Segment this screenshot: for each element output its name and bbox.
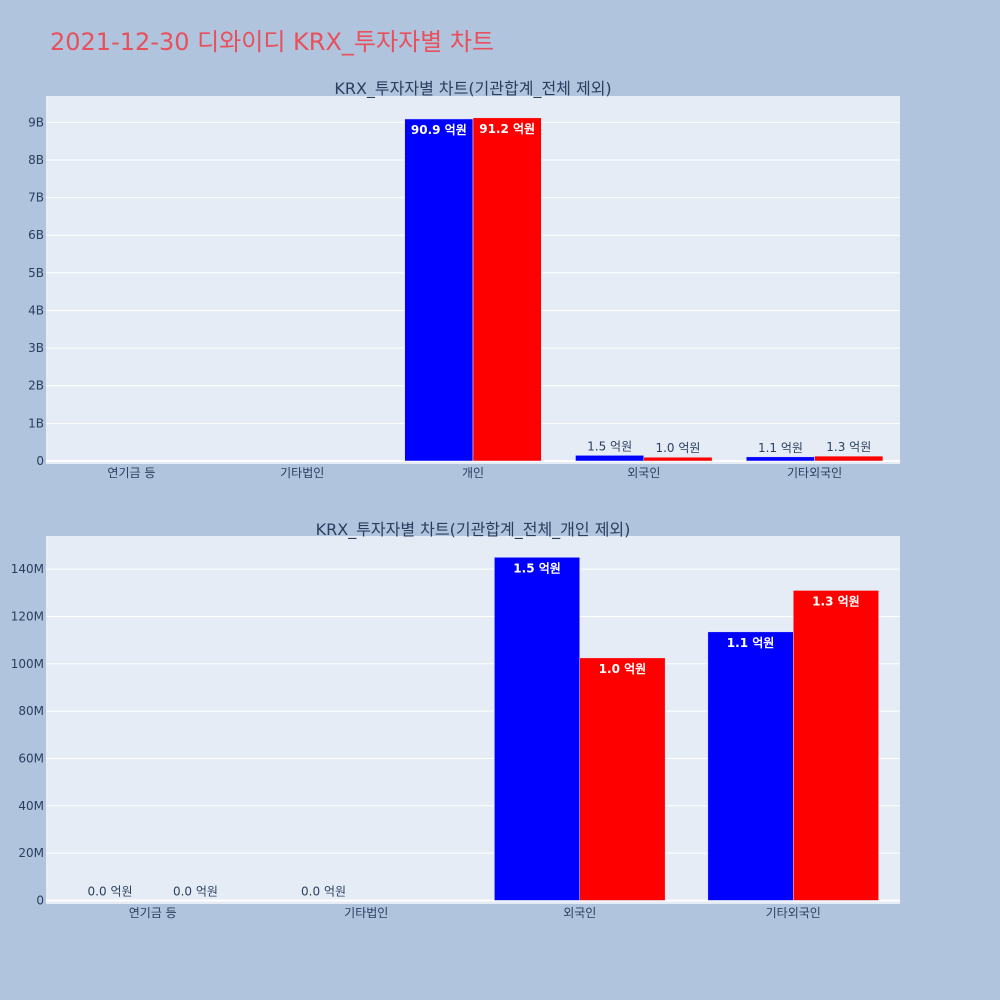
data-label: 0.0 억원 xyxy=(88,884,133,898)
x-tick-label: 기타외국인 xyxy=(766,906,821,920)
data-label: 1.0 억원 xyxy=(599,662,647,676)
x-tick-label: 개인 xyxy=(462,466,484,480)
bar xyxy=(404,118,474,462)
x-tick-label: 연기금 등 xyxy=(107,466,155,480)
bar xyxy=(707,631,794,901)
x-tick-label: 기타법인 xyxy=(344,906,388,920)
data-label: 1.0 억원 xyxy=(655,441,700,455)
bar xyxy=(472,117,542,462)
y-tick-label: 3B xyxy=(28,341,44,355)
y-tick-label: 0 xyxy=(36,454,44,468)
y-tick-label: 100M xyxy=(11,657,44,671)
bar xyxy=(579,657,666,901)
x-tick-label: 외국인 xyxy=(627,466,660,480)
page-title: 2021-12-30 디와이디 KRX_투자자별 차트 xyxy=(50,28,495,56)
y-tick-label: 0 xyxy=(36,893,44,907)
data-label: 1.5 억원 xyxy=(587,439,632,453)
y-tick-label: 60M xyxy=(18,751,44,765)
y-tick-label: 4B xyxy=(28,303,44,317)
y-tick-label: 6B xyxy=(28,228,44,242)
chart-bottom: 0 20M 40M 60M 80M 100M 120M 140M KRX_투자자별 차트(기관합… xyxy=(11,520,900,920)
y-tick-label: 7B xyxy=(28,191,44,205)
y-tick-label: 40M xyxy=(18,799,44,813)
y-tick-label: 8B xyxy=(28,153,44,167)
y-tick-label: 9B xyxy=(28,115,44,129)
y-tick-label: 80M xyxy=(18,704,44,718)
x-tick-label: 연기금 등 xyxy=(129,906,177,920)
data-label: 1.3 억원 xyxy=(826,440,871,454)
data-label: 91.2 억원 xyxy=(479,122,535,136)
chart-title: KRX_투자자별 차트(기관합계_전체_개인 제외) xyxy=(316,520,631,540)
bar xyxy=(793,590,879,901)
bar xyxy=(575,455,645,462)
chart-top: 0 1B 2B 3B 4B 5B 6B 7B 8B 9B KRX_투자자별 차트(기관합계_전체 제… xyxy=(28,79,900,480)
chart-title: KRX_투자자별 차트(기관합계_전체 제외) xyxy=(334,79,611,99)
y-tick-label: 5B xyxy=(28,266,44,280)
data-label: 0.0 억원 xyxy=(301,884,346,898)
data-label: 0.0 억원 xyxy=(173,884,218,898)
y-tick-label: 140M xyxy=(11,562,44,576)
y-tick-label: 2B xyxy=(28,379,44,393)
bar xyxy=(746,456,815,462)
bar xyxy=(814,455,884,462)
data-label: 1.5 억원 xyxy=(513,561,561,575)
bar xyxy=(643,456,713,462)
data-label: 1.3 억원 xyxy=(812,594,860,608)
x-tick-label: 외국인 xyxy=(563,906,596,920)
data-label: 90.9 억원 xyxy=(411,123,467,137)
data-label: 1.1 억원 xyxy=(727,636,775,650)
x-tick-label: 기타외국인 xyxy=(787,466,842,480)
y-tick-label: 20M xyxy=(18,846,44,860)
bar xyxy=(494,557,581,901)
y-tick-label: 120M xyxy=(11,609,44,623)
data-label: 1.1 억원 xyxy=(758,441,803,455)
x-tick-label: 기타법인 xyxy=(280,466,324,480)
y-tick-label: 1B xyxy=(28,416,44,430)
